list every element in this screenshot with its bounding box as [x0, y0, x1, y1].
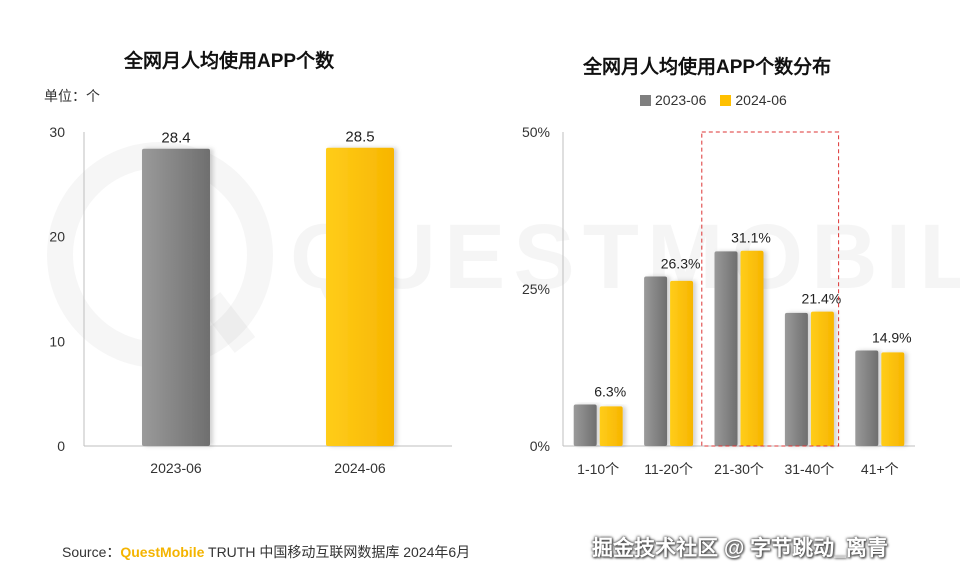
- left-y-tick-label: 10: [49, 333, 65, 349]
- source-rest: TRUTH 中国移动互联网数据库 2024年6月: [204, 544, 471, 560]
- left-x-tick-label: 2023-06: [150, 460, 202, 476]
- right-bar-value-label: 26.3%: [661, 255, 701, 271]
- right-bar-2024-06: [810, 311, 834, 446]
- right-chart-title: 全网月人均使用APP个数分布: [583, 57, 832, 78]
- right-x-tick-label: 21-30个: [714, 461, 764, 477]
- right-y-tick-label: 0%: [530, 438, 550, 454]
- legend-label-2024: 2024-06: [735, 92, 787, 108]
- right-bar-2024-06: [599, 406, 623, 446]
- right-bar-2023-06: [784, 312, 808, 446]
- left-y-tick-label: 30: [49, 124, 65, 140]
- right-bar-2024-06: [881, 352, 905, 446]
- left-bar: [326, 147, 394, 446]
- right-bar-2024-06: [740, 250, 764, 446]
- right-bar-value-label: 6.3%: [594, 384, 626, 400]
- legend-swatch-2024: [720, 94, 732, 106]
- right-x-tick-label: 11-20个: [644, 461, 693, 477]
- highlight-box: [701, 131, 840, 447]
- right-y-tick-label: 50%: [522, 124, 550, 140]
- source-prefix: Source：: [62, 544, 121, 560]
- left-bar-value-label: 28.5: [345, 129, 374, 146]
- credit-watermark: 掘金技术社区 @ 字节跳动_离青: [592, 537, 888, 560]
- right-bar-value-label: 14.9%: [872, 330, 912, 346]
- left-x-tick-label: 2024-06: [334, 460, 386, 476]
- legend-item-2024: 2024-06: [720, 92, 787, 108]
- source-brand: QuestMobile: [120, 544, 205, 560]
- left-y-tick-label: 20: [49, 229, 65, 245]
- legend-label-2023: 2023-06: [655, 92, 707, 108]
- right-y-tick-label: 25%: [522, 281, 550, 297]
- left-y-tick-label: 0: [57, 438, 65, 454]
- right-bar-value-label: 21.4%: [802, 291, 842, 307]
- right-bar-2024-06: [670, 280, 694, 446]
- right-bar-2023-06: [714, 251, 738, 446]
- legend-item-2023: 2023-06: [640, 92, 706, 108]
- legend-swatch-2023: [640, 94, 651, 106]
- left-chart-unit: 单位：个: [44, 88, 100, 104]
- left-bar-value-label: 28.4: [161, 130, 190, 147]
- legend: 2023-06 2024-06: [640, 92, 787, 108]
- right-x-tick-label: 31-40个: [784, 461, 834, 477]
- right-bar-2023-06: [573, 404, 597, 446]
- right-x-tick-label: 1-10个: [577, 461, 619, 477]
- right-bar-value-label: 31.1%: [731, 230, 771, 246]
- left-chart-title: 全网月人均使用APP个数: [124, 51, 335, 72]
- source-note: Source：QuestMobile TRUTH 中国移动互联网数据库 2024…: [62, 542, 470, 562]
- right-bar-2023-06: [644, 276, 668, 446]
- left-bar: [142, 148, 210, 446]
- right-x-tick-label: 41+个: [861, 461, 899, 477]
- right-bar-2023-06: [855, 350, 879, 446]
